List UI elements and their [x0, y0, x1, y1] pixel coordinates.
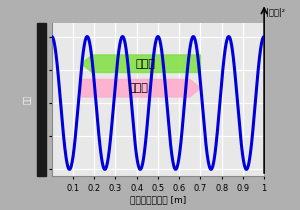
X-axis label: 壁面からの距離 [m]: 壁面からの距離 [m] [130, 196, 186, 205]
Bar [37, 23, 46, 176]
Text: |振幅|²: |振幅|² [266, 8, 285, 17]
Text: 入射波: 入射波 [135, 59, 155, 69]
FancyArrow shape [82, 79, 200, 97]
FancyArrow shape [82, 55, 200, 72]
Text: 壁面: 壁面 [23, 95, 32, 104]
Text: 反射波: 反射波 [129, 83, 149, 93]
